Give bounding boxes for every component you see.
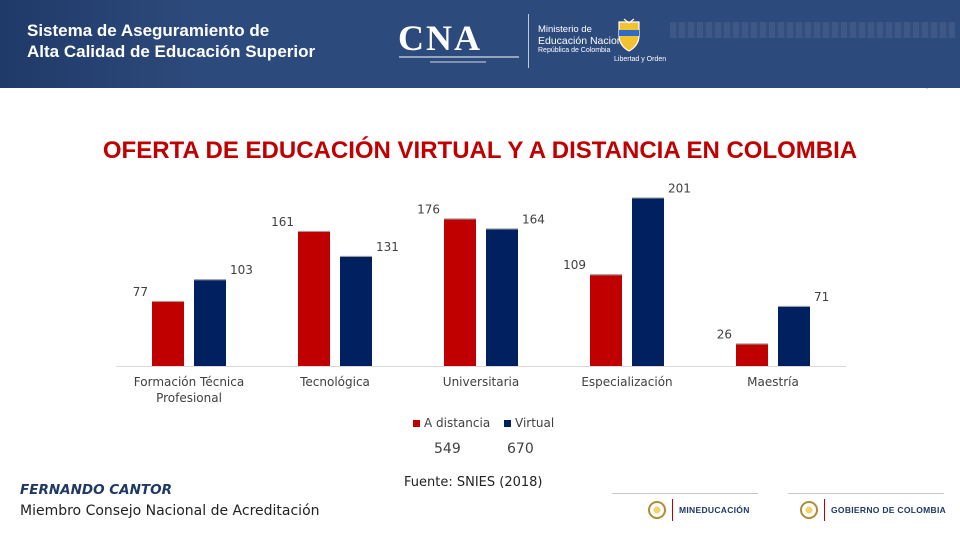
header-gradient [0, 0, 330, 88]
small-mark: ¨ [926, 88, 929, 95]
data-label-a-distancia-4: 26 [717, 327, 732, 341]
logo-bar [824, 499, 825, 521]
data-label-virtual-0: 103 [230, 263, 253, 277]
header-divider [528, 14, 529, 68]
data-label-a-distancia-3: 109 [563, 258, 586, 272]
gobierno-logo: GOBIERNO DE COLOMBIA [800, 492, 946, 528]
legend-label-virtual: Virtual [515, 416, 555, 430]
bar-virtual-4 [778, 306, 810, 366]
system-title-line2: Alta Calidad de Educación Superior [27, 42, 316, 61]
footer-rule-2 [788, 493, 944, 494]
mineducacion-seal-icon [648, 501, 666, 519]
cna-logo-subtitle [399, 56, 519, 58]
total-virtual: 670 [507, 441, 534, 457]
legend-label-a-distancia: A distancia [424, 416, 491, 430]
colombia-shield-icon [618, 18, 640, 52]
logo-bar [672, 499, 673, 521]
ministry-line2: Educación Nacional [538, 35, 631, 47]
header-banner: Sistema de Aseguramiento de Alta Calidad… [0, 0, 960, 88]
x-tick-label-1: Tecnológica [299, 375, 370, 389]
data-label-a-distancia-1: 161 [271, 215, 294, 229]
chart-legend: A distancia Virtual [413, 416, 564, 430]
author-name: FERNANDO CANTOR [20, 482, 173, 498]
data-label-a-distancia-2: 176 [417, 202, 440, 216]
data-label-virtual-4: 71 [814, 290, 829, 304]
bar-a-distancia-2 [444, 219, 476, 366]
bar-virtual-3 [632, 198, 664, 366]
cna-logo: CNA [398, 18, 482, 58]
footer-rule-1 [612, 493, 758, 494]
bar-virtual-1 [340, 256, 372, 366]
bar-a-distancia-3 [590, 275, 622, 366]
gobierno-seal-icon [800, 501, 818, 519]
bar-a-distancia-0 [152, 301, 184, 366]
data-label-a-distancia-0: 77 [133, 285, 148, 299]
data-label-virtual-1: 131 [376, 240, 399, 254]
bar-a-distancia-1 [298, 231, 330, 366]
legend-item-a-distancia: A distancia [413, 416, 490, 430]
data-label-virtual-2: 164 [522, 212, 545, 226]
bar-a-distancia-4 [736, 344, 768, 366]
chart-title: OFERTA DE EDUCACIÓN VIRTUAL Y A DISTANCI… [102, 137, 858, 164]
gobierno-logo-text: GOBIERNO DE COLOMBIA [831, 505, 947, 515]
cna-logo-subtitle-2 [430, 61, 486, 63]
header-faint-text [670, 22, 955, 38]
bar-virtual-2 [486, 229, 518, 366]
x-tick-label-4: Maestría [747, 375, 799, 389]
shield-caption: Libertad y Orden [614, 56, 667, 63]
legend-item-virtual: Virtual [504, 416, 554, 430]
ministry-line3: República de Colombia [538, 47, 611, 54]
total-a-distancia: 549 [434, 441, 461, 457]
x-tick-label-0: Formación Técnica [134, 375, 244, 389]
legend-swatch-a-distancia [413, 420, 420, 427]
mineducacion-logo-text: MINEDUCACIÓN [679, 505, 750, 515]
source-note: Fuente: SNIES (2018) [404, 475, 543, 490]
x-tick-label-3: Especialización [581, 375, 672, 389]
mineducacion-logo: MINEDUCACIÓN [648, 492, 750, 528]
x-tick-label-0-line2: Profesional [156, 391, 222, 405]
legend-swatch-virtual [504, 420, 512, 427]
data-label-virtual-3: 201 [668, 182, 691, 196]
bar-virtual-0 [194, 280, 226, 366]
x-tick-label-2: Universitaria [443, 375, 519, 389]
author-role: Miembro Consejo Nacional de Acreditación [20, 503, 320, 519]
system-title-line1: Sistema de Aseguramiento de [27, 21, 270, 40]
ministry-line1: Ministerio de [538, 24, 592, 35]
